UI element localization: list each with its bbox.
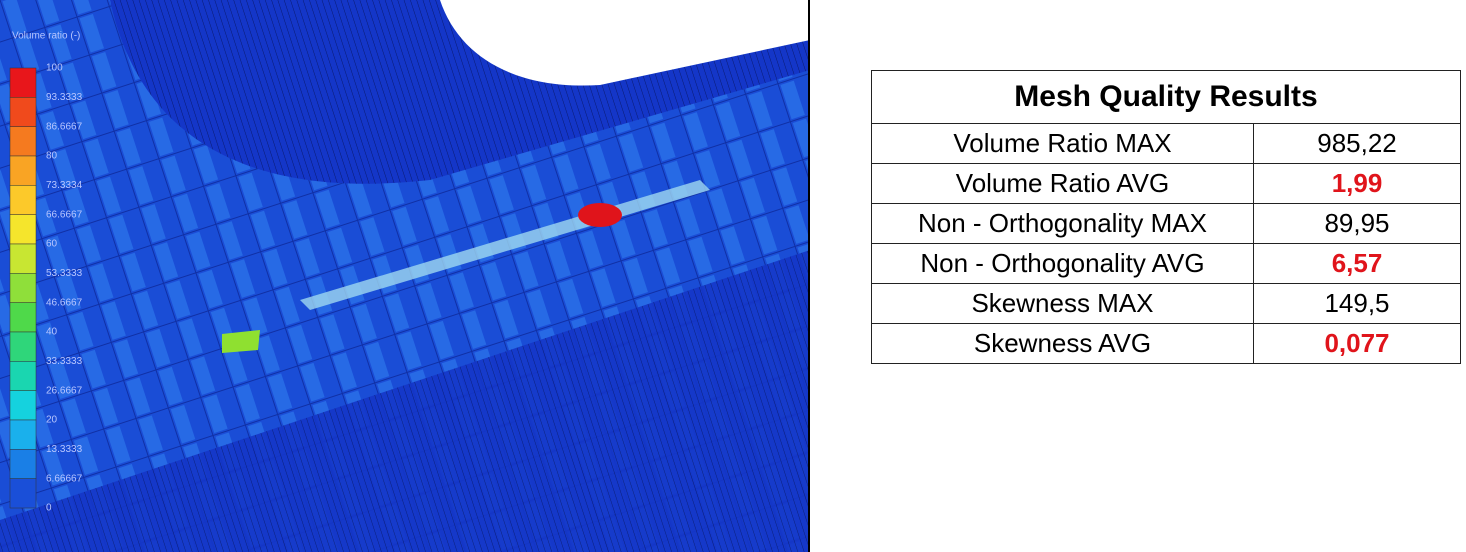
metric-value: 6,57 — [1253, 243, 1461, 284]
header-row: Mesh Quality Results — [871, 70, 1461, 124]
color-step — [9, 390, 37, 421]
color-step — [9, 478, 37, 509]
table-row: Non - Orthogonality MAX 89,95 — [871, 203, 1461, 244]
legend-label: 46.6667 — [46, 297, 83, 308]
color-step — [9, 449, 37, 479]
color-step — [9, 214, 37, 245]
legend-label: 33.3333 — [46, 356, 83, 367]
legend-title: Volume ratio (-) — [12, 31, 80, 42]
color-step — [9, 331, 37, 362]
results-table: Mesh Quality Results Volume Ratio MAX 985… — [871, 70, 1461, 364]
legend-label: 26.6667 — [46, 385, 83, 396]
metric-value: 89,95 — [1253, 203, 1461, 244]
legend-label: 13.3333 — [46, 444, 83, 455]
metric-name: Volume Ratio MAX — [871, 123, 1254, 164]
table-title: Mesh Quality Results — [871, 70, 1461, 124]
metric-value: 1,99 — [1253, 163, 1461, 204]
frame — [808, 0, 810, 552]
mesh-view: Volume ratio (-) 100 93.3333 86.6667 80 73.3… — [0, 0, 810, 552]
table-row: Skewness MAX 149,5 — [871, 283, 1461, 324]
legend-label: 80 — [46, 151, 58, 162]
legend-label: 40 — [46, 327, 58, 338]
color-step — [9, 243, 37, 274]
table-row: Skewness AVG 0,077 — [871, 323, 1461, 364]
legend-label: 53.3333 — [46, 268, 83, 279]
color-step — [9, 361, 37, 391]
legend-label: 93.3333 — [46, 92, 83, 103]
void — [440, 0, 810, 86]
color-step — [9, 67, 37, 98]
metric-value: 985,22 — [1253, 123, 1461, 164]
color-step — [9, 273, 37, 303]
legend-label: 86.6667 — [46, 121, 83, 132]
metric-name: Non - Orthogonality AVG — [871, 243, 1254, 284]
warm-cell — [222, 330, 260, 353]
color-step — [9, 155, 37, 186]
metric-value: 149,5 — [1253, 283, 1461, 324]
table-row: Volume Ratio AVG 1,99 — [871, 163, 1461, 204]
legend-label: 20 — [46, 415, 58, 426]
legend-label: 66.6667 — [46, 209, 83, 220]
metric-value: 0,077 — [1253, 323, 1461, 364]
color-step — [9, 126, 37, 157]
legend-label: 73.3334 — [46, 180, 83, 191]
table-row: Volume Ratio MAX 985,22 — [871, 123, 1461, 164]
color-step — [9, 419, 37, 450]
hotspot — [578, 203, 622, 227]
metric-name: Skewness MAX — [871, 283, 1254, 324]
color-step — [9, 185, 37, 215]
fine-mesh-top — [40, 0, 810, 184]
metric-name: Skewness AVG — [871, 323, 1254, 364]
legend-label: 60 — [46, 239, 58, 250]
legend: Volume ratio (-) 100 93.3333 86.6667 80 73.3… — [9, 31, 83, 514]
metric-name: Volume Ratio AVG — [871, 163, 1254, 204]
metric-name: Non - Orthogonality MAX — [871, 203, 1254, 244]
color-step — [9, 302, 37, 333]
legend-label: 6.66667 — [46, 473, 83, 484]
color-step — [9, 97, 37, 127]
legend-label: 0 — [46, 503, 52, 514]
fine-mesh-bottom — [0, 250, 810, 552]
table-row: Non - Orthogonality AVG 6,57 — [871, 243, 1461, 284]
legend-label: 100 — [46, 63, 63, 74]
